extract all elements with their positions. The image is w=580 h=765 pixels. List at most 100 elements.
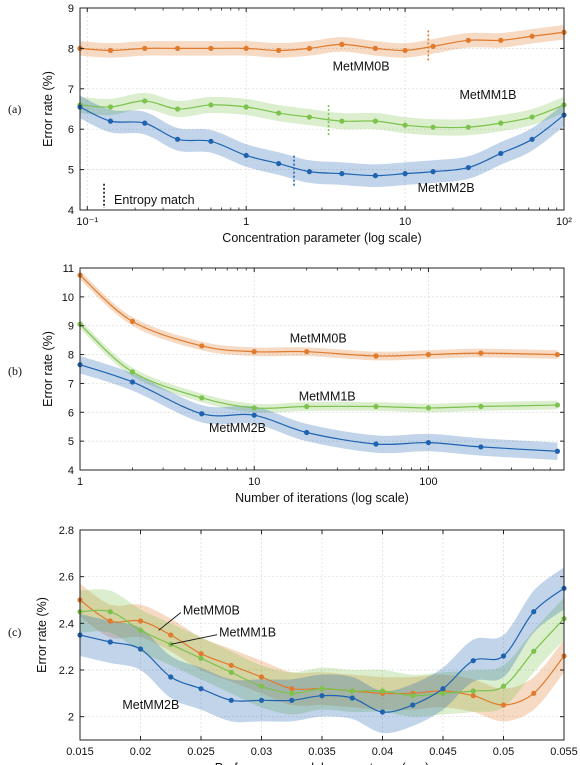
x-tick-label: 0.015: [66, 746, 94, 758]
x-tick-label: 10⁻¹: [76, 216, 98, 228]
data-point: [137, 646, 144, 652]
panel-label: (a): [8, 102, 21, 116]
series-annotation: MetMM2B: [122, 698, 179, 712]
data-point: [168, 632, 174, 638]
series-annotation: MetMM2B: [418, 181, 475, 195]
data-point: [208, 102, 214, 108]
data-point: [430, 43, 436, 49]
chart-panel-3: 2 2.2 2.4 2.6 2.8 0.015 0.02 0.025 0.03 0.035 0.04…: [8, 525, 578, 765]
y-axis-label: Error rate (%): [41, 331, 55, 407]
series-annotation: MetMM1B: [299, 389, 356, 403]
data-point: [379, 688, 386, 694]
data-point: [289, 686, 295, 692]
data-point: [107, 104, 114, 110]
data-point: [107, 639, 113, 645]
series-annotation: MetMM0B: [333, 60, 390, 74]
data-point: [199, 395, 205, 401]
x-tick-label: 1: [243, 216, 249, 228]
x-tick-label: 0.035: [308, 746, 336, 758]
y-tick-label: 11: [63, 263, 74, 275]
y-tick-label: 2: [68, 712, 74, 724]
data-point: [289, 690, 295, 696]
x-axis-label: Concentration parameter (log scale): [222, 231, 421, 245]
data-point: [500, 683, 507, 689]
data-point: [304, 403, 310, 410]
x-axis-label: Number of iterations (log scale): [235, 491, 409, 505]
data-point: [531, 690, 537, 696]
data-point: [529, 33, 535, 39]
data-point: [258, 697, 265, 703]
data-point: [379, 709, 386, 715]
y-tick-label: 2.2: [59, 665, 74, 677]
x-axis-label: Performance model parameter σt (sec): [215, 761, 429, 765]
y-tick-label: 9: [68, 321, 74, 333]
data-point: [142, 120, 148, 126]
data-point: [251, 412, 257, 418]
x-tick-label: 0.02: [130, 746, 151, 758]
data-point: [554, 402, 561, 408]
y-tick-label: 5: [68, 165, 74, 177]
data-point: [478, 350, 484, 356]
data-point: [470, 693, 476, 699]
y-tick-label: 4: [68, 205, 74, 217]
data-point: [402, 171, 408, 177]
data-point: [251, 349, 257, 355]
data-point: [276, 47, 282, 54]
x-tick-label: 10²: [556, 216, 572, 228]
data-point: [168, 641, 174, 647]
data-point: [402, 47, 408, 54]
y-tick-label: 8: [68, 350, 74, 362]
x-tick-label: 0.05: [493, 746, 514, 758]
series-line: [79, 31, 565, 52]
data-point: [228, 697, 234, 703]
series-annotation: MetMM1B: [219, 626, 276, 640]
data-point: [373, 353, 379, 359]
data-point: [258, 683, 265, 689]
data-point: [243, 104, 249, 110]
data-point: [478, 403, 484, 410]
data-point: [425, 439, 432, 446]
data-point: [304, 349, 310, 355]
data-point: [319, 686, 325, 692]
data-point: [531, 648, 537, 654]
series-line: [79, 106, 565, 177]
data-point: [531, 609, 537, 615]
data-point: [243, 152, 249, 159]
data-point: [470, 688, 476, 694]
data-point: [440, 690, 446, 696]
data-point: [372, 45, 378, 52]
data-point: [289, 697, 295, 703]
series-band: [80, 95, 564, 187]
series-band: [80, 92, 564, 136]
y-tick-label: 7: [68, 84, 74, 96]
data-point: [349, 695, 355, 701]
data-point: [478, 444, 484, 450]
data-point: [199, 343, 205, 349]
data-point: [470, 658, 476, 664]
annotation-arrow: [158, 612, 182, 631]
data-point: [243, 45, 249, 52]
series-line: [79, 100, 565, 129]
y-tick-label: 2.4: [59, 618, 74, 630]
axes-frame: [79, 267, 565, 471]
data-point: [107, 118, 114, 124]
data-point: [529, 114, 535, 120]
y-tick-label: 2.8: [59, 525, 74, 537]
data-point: [251, 405, 257, 411]
data-point: [430, 124, 436, 130]
data-point: [168, 674, 174, 680]
y-tick-label: 9: [68, 3, 74, 15]
data-point: [174, 45, 181, 52]
data-point: [372, 118, 378, 124]
data-point: [306, 169, 313, 175]
data-point: [228, 662, 234, 668]
x-tick-label: 0.055: [550, 746, 578, 758]
data-point: [372, 173, 378, 179]
data-point: [107, 609, 113, 615]
y-tick-label: 8: [68, 43, 74, 55]
data-point: [142, 98, 148, 104]
y-tick-label: 2.6: [59, 572, 74, 584]
data-point: [500, 653, 507, 659]
data-point: [306, 45, 313, 52]
